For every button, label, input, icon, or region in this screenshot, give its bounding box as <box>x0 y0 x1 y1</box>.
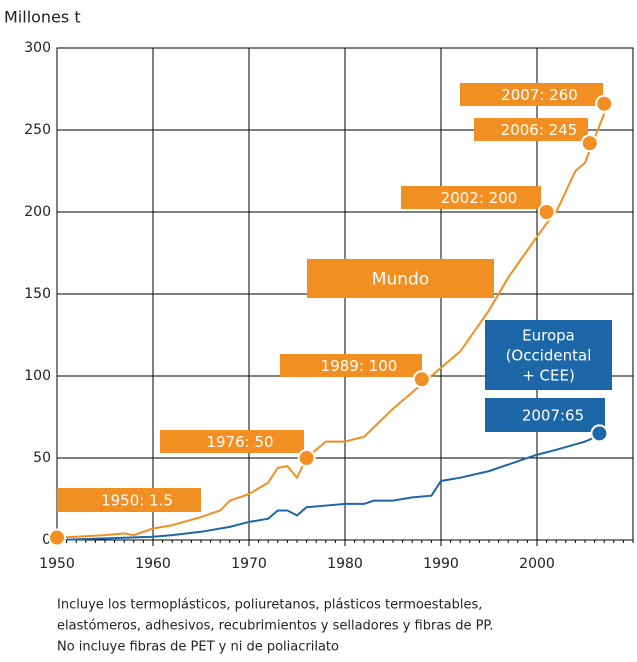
x-tick-label: 1970 <box>231 556 267 572</box>
annotation-label: 2006: 245 <box>501 121 578 139</box>
y-tick-label: 0 <box>42 532 51 548</box>
annotation-label: 2002: 200 <box>441 189 518 207</box>
series-label-box <box>485 320 612 390</box>
annotation-label: 1989: 100 <box>321 357 398 375</box>
x-tick-label: 1980 <box>327 556 363 572</box>
annotation: 2007: 260 <box>460 83 603 106</box>
annotation-box <box>280 354 422 377</box>
y-tick-label: 100 <box>24 368 51 384</box>
annotation: 2002: 200 <box>401 186 541 209</box>
annotation-point <box>537 203 556 221</box>
y-tick-label: 150 <box>24 286 51 302</box>
footnote: elastómeros, adhesivos, recubrimientos y… <box>57 619 493 634</box>
series-label: Europa (Occidental + CEE) <box>485 320 612 390</box>
footnote: Incluye los termoplásticos, poliuretanos… <box>57 598 482 613</box>
annotation: 1976: 50 <box>160 430 304 453</box>
series-label-text: + CEE) <box>522 367 575 385</box>
series-line <box>56 113 606 539</box>
x-tick-label: 1960 <box>135 556 171 572</box>
annotation-box <box>485 398 605 432</box>
annotation-box <box>57 488 201 512</box>
annotation-box <box>401 186 541 209</box>
annotation-box <box>474 118 588 141</box>
y-tick-label: 200 <box>24 204 51 220</box>
y-tick-label: 250 <box>24 122 51 138</box>
annotation: 1950: 1.5 <box>57 488 201 512</box>
series-label-box <box>307 259 494 298</box>
series-label: Mundo <box>307 259 494 298</box>
annotation-point <box>297 449 316 467</box>
y-axis-label: Millones t <box>4 8 81 27</box>
x-tick-label: 2000 <box>519 556 555 572</box>
annotation-point <box>595 94 614 113</box>
series-label-text: (Occidental <box>506 347 592 365</box>
series-label-text: Europa <box>522 327 575 345</box>
x-tick-label: 1950 <box>39 556 75 572</box>
annotation-box <box>160 430 304 453</box>
annotation-label: 2007:65 <box>522 407 584 425</box>
series-line <box>56 432 605 541</box>
series-label-text: Mundo <box>372 270 429 290</box>
y-tick-label: 300 <box>24 40 51 56</box>
annotation-label: 1976: 50 <box>206 433 273 451</box>
y-tick-label: 50 <box>33 450 51 466</box>
annotation-point <box>590 424 609 443</box>
annotation: 2007:65 <box>485 398 605 432</box>
annotation-box <box>460 83 603 106</box>
annotation-point <box>580 134 599 153</box>
footnote: No incluye fibras de PET y ni de poliacr… <box>57 640 339 655</box>
x-tick-label: 1990 <box>423 556 459 572</box>
annotation-point <box>48 528 66 547</box>
annotation-label: 2007: 260 <box>501 86 578 104</box>
annotation-label: 1950: 1.5 <box>101 492 173 510</box>
annotation: 1989: 100 <box>280 354 422 377</box>
annotation-point <box>412 370 431 389</box>
annotation: 2006: 245 <box>474 118 588 141</box>
